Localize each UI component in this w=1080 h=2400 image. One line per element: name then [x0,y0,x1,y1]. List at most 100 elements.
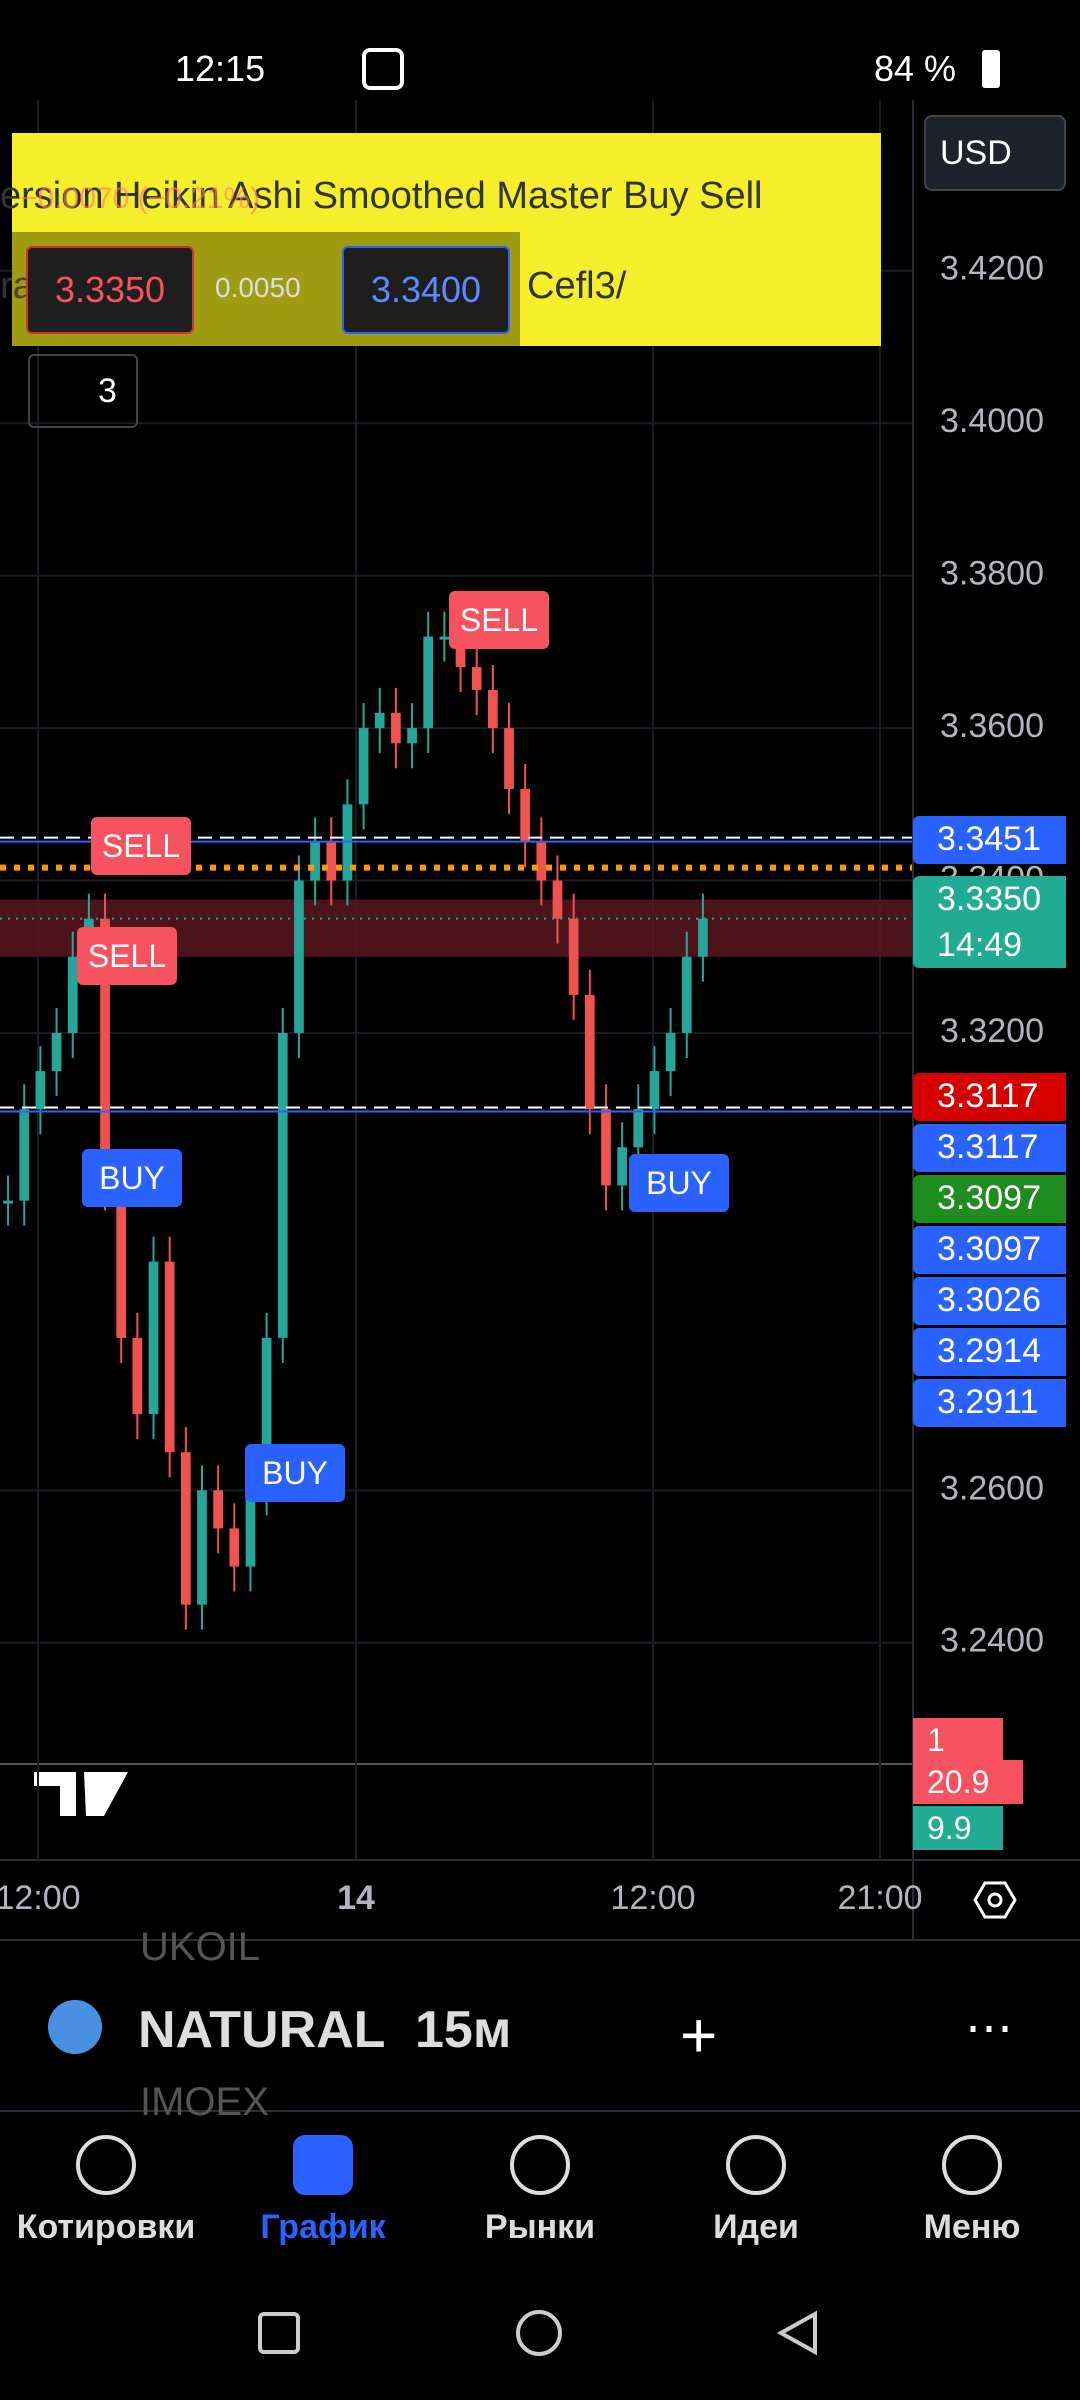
volume-badge: 1 [913,1718,1003,1762]
nav-label[interactable]: График [260,2208,386,2246]
y-tick-label: 3.2400 [940,1622,1044,1660]
candle [51,1032,62,1072]
nav-icon[interactable] [510,2135,570,2195]
candle [261,1337,272,1491]
candle [197,1490,207,1605]
candle [698,918,708,957]
candle [277,1032,288,1338]
candle [245,1490,256,1567]
candle [326,842,337,881]
candle [310,842,320,881]
candle [584,994,595,1110]
candle [374,712,385,729]
signal-label: BUY [629,1154,729,1212]
candle [423,636,434,729]
symbol-next: IMOEX [140,2080,269,2124]
nav-label[interactable]: Котировки [16,2208,196,2246]
interval[interactable]: 15м [415,2001,512,2059]
y-tick-label: 3.3600 [940,707,1044,745]
y-tick-label: 3.4200 [940,250,1044,288]
symbol-icon [48,2000,102,2054]
candle [100,918,110,1186]
candle [164,1261,175,1453]
candle [213,1490,223,1529]
candle [649,1071,660,1110]
candle [132,1337,143,1415]
symbol-name[interactable]: NATURAL [138,2001,386,2059]
home-button[interactable] [516,2310,562,2356]
volume-badge: 20.9 [913,1760,1023,1804]
battery-icon [982,50,1000,88]
candle [504,728,514,790]
candle [633,1109,644,1148]
nav-label[interactable]: Меню [923,2208,1021,2246]
add-button[interactable]: + [680,1999,718,2071]
candle [229,1528,240,1567]
recent-button[interactable] [258,2312,300,2354]
price-badge: 3.3350 14:49 [913,876,1066,968]
currency-select[interactable]: USD [924,115,1066,191]
signal-label: BUY [82,1149,182,1207]
candle [617,1147,627,1186]
x-tick-label: 12:00 [610,1879,695,1917]
y-tick-label: 3.4000 [940,402,1044,440]
candle [391,712,401,744]
price-badge: 3.3451 [913,816,1066,864]
signal-label: BUY [245,1444,345,1502]
candle [601,1109,611,1186]
candle [116,1185,127,1338]
candle [568,918,579,995]
candle [520,789,531,843]
y-tick-label: 3.3200 [940,1012,1044,1050]
candle [67,956,78,1033]
candle [552,880,563,919]
price-badge: 3.3026 [913,1277,1066,1325]
symbol-prev: UKOIL [140,1925,261,1969]
nav-icon[interactable] [942,2135,1002,2195]
nav-icon[interactable] [293,2135,353,2195]
collapse-button[interactable]: 3 [28,354,138,428]
candle [681,956,692,1033]
indicator-title: ersion Heikin Ashi Smoothed Master Buy S… [0,175,763,217]
signal-label: SELL [77,927,177,985]
candle [180,1452,191,1605]
candle [407,728,417,744]
candle [471,667,482,690]
more-button[interactable]: ⋯ [965,2002,1013,2055]
candle [358,728,369,805]
url-end: Cefl3/ [527,265,627,307]
x-tick-label: 12:00 [0,1879,81,1917]
price-badge: 3.3097 [913,1175,1066,1223]
back-button[interactable] [775,2310,821,2356]
price-badge: 3.3097 [913,1226,1066,1274]
status-time: 12:15 [175,48,266,89]
volume-badge: 9.9 [913,1806,1003,1850]
x-tick-label: 14 [337,1879,375,1917]
x-tick-label: 21:00 [837,1879,922,1917]
candle [19,1109,30,1201]
spread: 0.0050 [215,272,301,303]
candle [294,880,304,1033]
nav-label[interactable]: Идеи [713,2208,799,2246]
buy-button[interactable]: 3.3400 [342,246,510,334]
tv-logo [34,1772,128,1816]
candle [35,1071,46,1110]
candle [148,1261,159,1415]
signal-label: SELL [449,591,549,649]
y-tick-label: 3.3800 [940,555,1044,593]
price-change: −0.0070 (−0.21%) [20,182,261,215]
price-badge: 3.2911 [913,1379,1066,1427]
candle [439,636,450,640]
price-badge: 3.2914 [913,1328,1066,1376]
nav-icon[interactable] [76,2135,136,2195]
mail-icon [362,48,404,90]
nav-label[interactable]: Рынки [484,2208,596,2246]
sell-button[interactable]: 3.3350 [26,246,194,334]
nav-icon[interactable] [726,2135,786,2195]
signal-label: SELL [91,817,191,875]
candle [3,1200,13,1204]
price-badge: 3.3117 [913,1073,1066,1121]
candle [536,842,547,881]
candle [455,636,466,668]
